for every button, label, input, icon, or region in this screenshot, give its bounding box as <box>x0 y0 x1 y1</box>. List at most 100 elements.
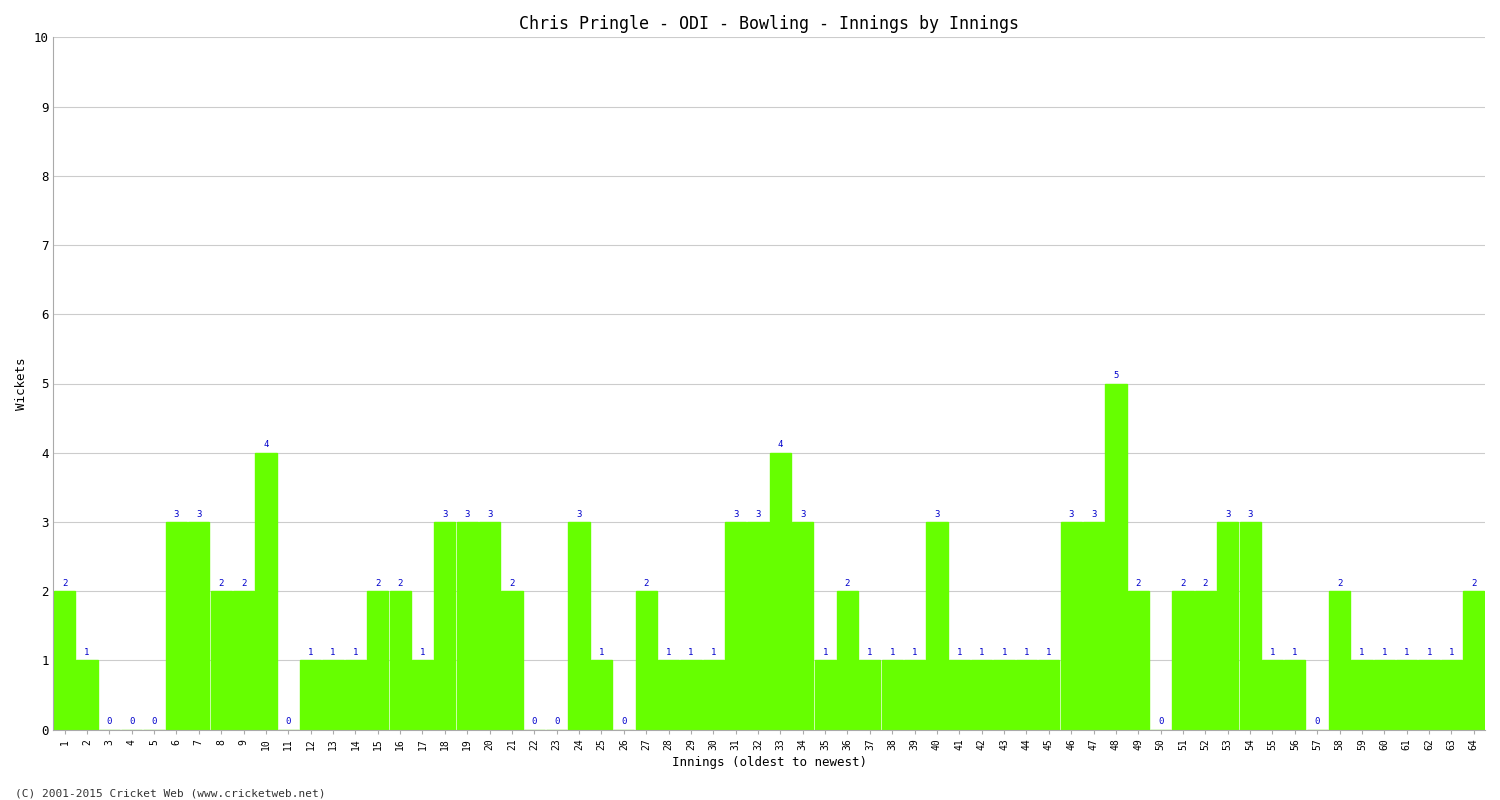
Text: 0: 0 <box>621 718 627 726</box>
Text: 3: 3 <box>442 510 447 518</box>
Bar <box>433 522 456 730</box>
Text: 2: 2 <box>1180 578 1185 588</box>
Bar <box>770 453 790 730</box>
Bar <box>993 661 1014 730</box>
Bar <box>1016 661 1036 730</box>
Text: 3: 3 <box>488 510 492 518</box>
Bar <box>747 522 768 730</box>
Text: 2: 2 <box>62 578 68 588</box>
Text: 1: 1 <box>1382 648 1388 657</box>
Bar <box>166 522 188 730</box>
Bar <box>210 591 232 730</box>
Text: 3: 3 <box>196 510 201 518</box>
Text: 1: 1 <box>980 648 984 657</box>
Bar <box>904 661 926 730</box>
Text: 3: 3 <box>174 510 178 518</box>
Text: 2: 2 <box>844 578 850 588</box>
Text: 2: 2 <box>1203 578 1208 588</box>
Bar <box>300 661 321 730</box>
Bar <box>1284 661 1305 730</box>
Text: 1: 1 <box>84 648 90 657</box>
Text: 2: 2 <box>1472 578 1476 588</box>
Text: 2: 2 <box>644 578 650 588</box>
Bar <box>1128 591 1149 730</box>
Text: 1: 1 <box>598 648 604 657</box>
Text: 1: 1 <box>420 648 424 657</box>
Bar <box>1419 661 1440 730</box>
Text: 3: 3 <box>734 510 738 518</box>
Text: 4: 4 <box>777 440 783 450</box>
Bar <box>1396 661 1417 730</box>
Text: 3: 3 <box>934 510 939 518</box>
Text: (C) 2001-2015 Cricket Web (www.cricketweb.net): (C) 2001-2015 Cricket Web (www.cricketwe… <box>15 788 326 798</box>
Bar <box>568 522 590 730</box>
Bar <box>658 661 680 730</box>
Bar <box>792 522 813 730</box>
Bar <box>1038 661 1059 730</box>
Text: 2: 2 <box>1136 578 1142 588</box>
Bar <box>413 661 434 730</box>
Text: 1: 1 <box>822 648 828 657</box>
Bar <box>1060 522 1082 730</box>
Bar <box>232 591 254 730</box>
Y-axis label: Wickets: Wickets <box>15 358 28 410</box>
Text: 1: 1 <box>867 648 873 657</box>
Bar <box>1106 383 1126 730</box>
Text: 2: 2 <box>375 578 381 588</box>
Text: 3: 3 <box>756 510 760 518</box>
Text: 3: 3 <box>1226 510 1230 518</box>
Text: 3: 3 <box>1068 510 1074 518</box>
Bar <box>390 591 411 730</box>
Bar <box>322 661 344 730</box>
Text: 4: 4 <box>262 440 268 450</box>
Bar <box>927 522 948 730</box>
Bar <box>76 661 98 730</box>
X-axis label: Innings (oldest to newest): Innings (oldest to newest) <box>672 756 867 769</box>
Text: 1: 1 <box>688 648 693 657</box>
Bar <box>188 522 210 730</box>
Text: 1: 1 <box>666 648 670 657</box>
Bar <box>368 591 388 730</box>
Bar <box>1462 591 1485 730</box>
Text: 1: 1 <box>912 648 918 657</box>
Text: 0: 0 <box>129 718 135 726</box>
Bar <box>501 591 522 730</box>
Text: 1: 1 <box>1270 648 1275 657</box>
Text: 3: 3 <box>576 510 582 518</box>
Text: 2: 2 <box>219 578 224 588</box>
Bar <box>1442 661 1462 730</box>
Text: 3: 3 <box>1248 510 1252 518</box>
Bar <box>882 661 903 730</box>
Text: 1: 1 <box>1426 648 1432 657</box>
Bar <box>948 661 970 730</box>
Text: 1: 1 <box>308 648 314 657</box>
Bar <box>1173 591 1194 730</box>
Text: 2: 2 <box>398 578 404 588</box>
Bar <box>1262 661 1282 730</box>
Bar <box>970 661 993 730</box>
Bar <box>345 661 366 730</box>
Text: 0: 0 <box>106 718 112 726</box>
Text: 2: 2 <box>1336 578 1342 588</box>
Text: 3: 3 <box>465 510 470 518</box>
Bar <box>1374 661 1395 730</box>
Text: 0: 0 <box>285 718 291 726</box>
Bar <box>815 661 836 730</box>
Title: Chris Pringle - ODI - Bowling - Innings by Innings: Chris Pringle - ODI - Bowling - Innings … <box>519 15 1019 33</box>
Bar <box>724 522 747 730</box>
Text: 0: 0 <box>152 718 157 726</box>
Text: 0: 0 <box>1314 718 1320 726</box>
Text: 5: 5 <box>1113 371 1119 380</box>
Text: 1: 1 <box>1449 648 1454 657</box>
Bar <box>255 453 276 730</box>
Text: 2: 2 <box>242 578 246 588</box>
Bar <box>478 522 500 730</box>
Text: 0: 0 <box>554 718 560 726</box>
Bar <box>54 591 75 730</box>
Text: 1: 1 <box>711 648 716 657</box>
Text: 1: 1 <box>1359 648 1365 657</box>
Text: 3: 3 <box>1090 510 1096 518</box>
Text: 1: 1 <box>330 648 336 657</box>
Bar <box>636 591 657 730</box>
Bar <box>1216 522 1239 730</box>
